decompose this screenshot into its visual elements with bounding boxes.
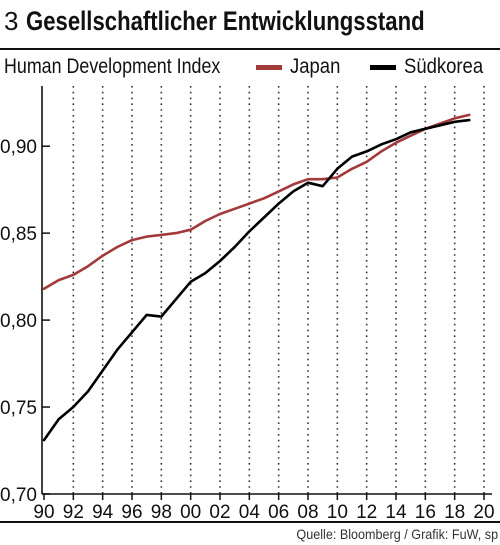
series-line-korea <box>42 118 471 442</box>
axes <box>41 86 492 500</box>
y-tick-labels: 0,70 0,75 0,80 0,85 0,90 <box>0 137 37 506</box>
series-line-japan <box>42 113 471 291</box>
x-tick-label: 18 <box>444 502 465 523</box>
y-tick-label: 0,70 <box>0 485 37 506</box>
legend-item-japan: Japan <box>256 55 347 79</box>
x-tick-label: 96 <box>121 502 142 523</box>
x-tick-label: 94 <box>92 502 114 523</box>
legend-label-japan: Japan <box>290 55 341 78</box>
legend-swatch-korea <box>370 64 396 70</box>
x-tick-label: 10 <box>327 502 348 523</box>
y-tick-label: 0,75 <box>0 398 37 419</box>
chart-title: Gesellschaftlicher Entwicklungsstand <box>26 6 426 36</box>
x-tick-label: 20 <box>473 502 494 523</box>
series-lines <box>42 113 471 442</box>
x-tick-label: 92 <box>63 502 84 523</box>
x-tick-label: 00 <box>180 502 201 523</box>
bottom-rule <box>0 521 500 523</box>
top-rule <box>0 48 500 50</box>
chart-number: 3 <box>4 6 19 36</box>
x-tick-label: 98 <box>151 502 172 523</box>
x-tick-label: 02 <box>209 502 230 523</box>
y-tick-label: 0,80 <box>0 311 37 332</box>
x-tick-label: 12 <box>356 502 377 523</box>
grid-lines <box>72 86 485 494</box>
x-tick-label: 14 <box>385 502 407 523</box>
y-tick-label: 0,85 <box>0 224 37 245</box>
legend-label-korea: Südkorea <box>404 55 484 78</box>
chart-subtitle: Human Development Index <box>4 55 221 78</box>
x-tick-label: 08 <box>297 502 318 523</box>
x-tick-label: 06 <box>268 502 289 523</box>
x-tick-label: 90 <box>33 502 54 523</box>
legend-swatch-japan <box>256 64 282 70</box>
x-tick-label: 16 <box>415 502 436 523</box>
source-note: Quelle: Bloomberg / Grafik: FuW, sp <box>296 526 498 542</box>
x-tick-label: 04 <box>239 502 261 523</box>
y-tick-label: 0,90 <box>0 137 37 158</box>
legend-item-korea: Südkorea <box>370 55 494 79</box>
x-tick-labels: 90 92 94 96 98 00 02 04 06 08 10 12 14 16 18 20 <box>33 502 494 523</box>
title-row: 3 Gesellschaftlicher Entwicklungsstand <box>4 6 500 40</box>
